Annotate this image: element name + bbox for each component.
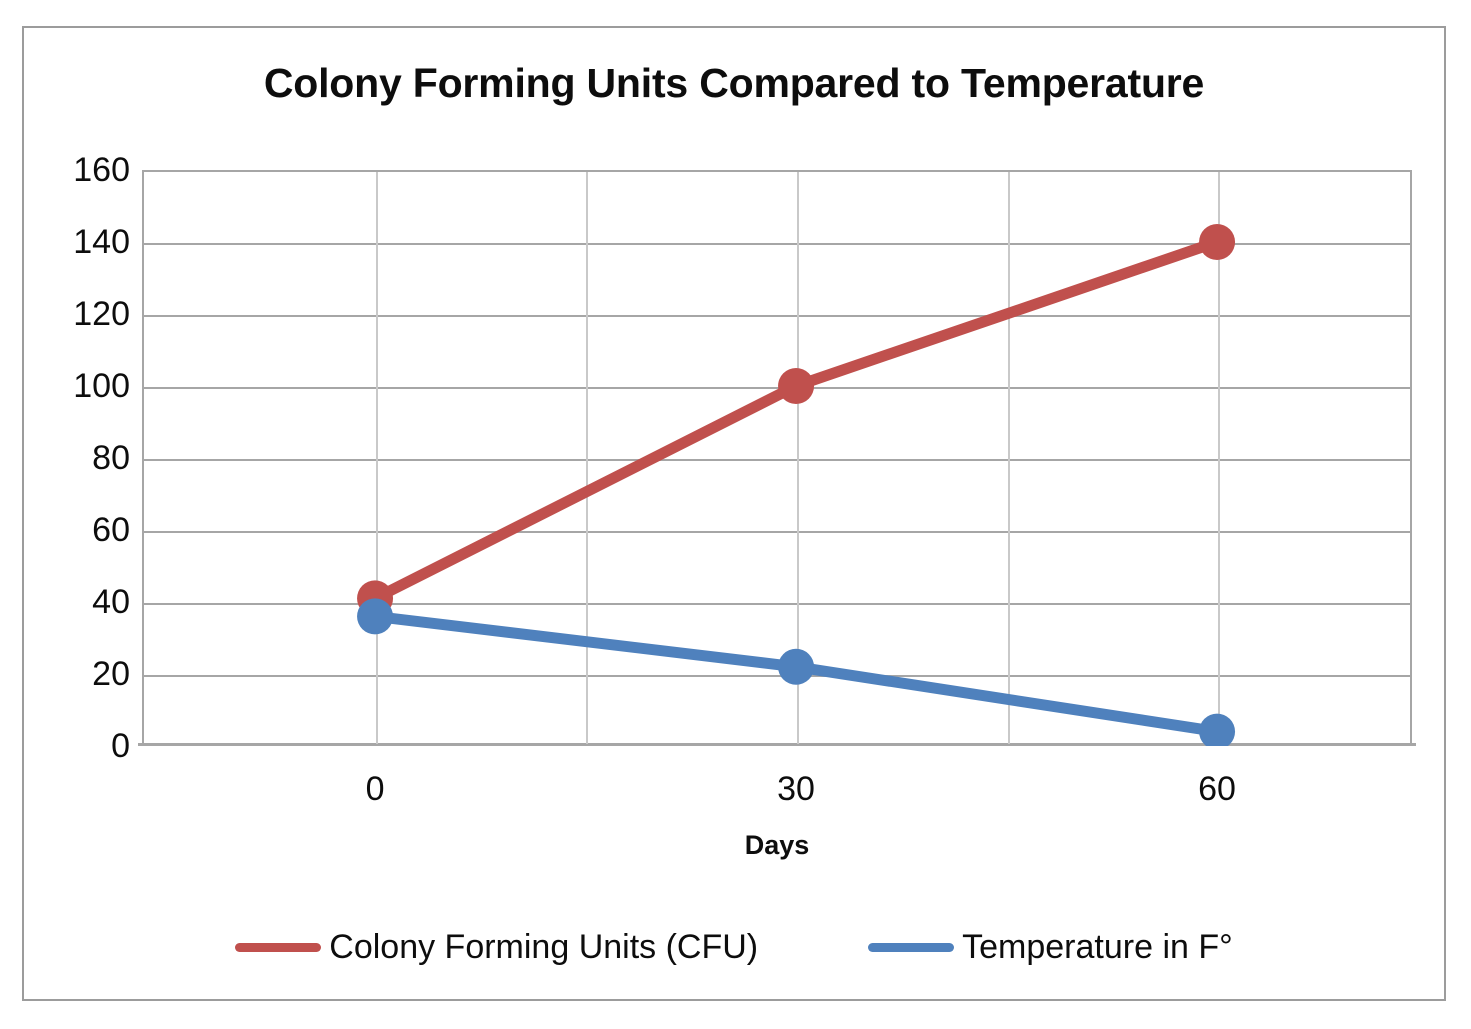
legend-entry[interactable]: Colony Forming Units (CFU) xyxy=(235,930,758,964)
gridline-vertical xyxy=(376,172,379,744)
gridline-vertical xyxy=(1007,172,1010,744)
chart-container[interactable]: Colony Forming Units Compared to Tempera… xyxy=(22,26,1446,1001)
gridline-horizontal xyxy=(144,243,1410,245)
legend-label: Colony Forming Units (CFU) xyxy=(329,928,759,966)
gridline-vertical xyxy=(1218,172,1221,744)
y-axis-tick-label: 160 xyxy=(73,151,130,189)
legend-color-swatch xyxy=(868,942,955,952)
y-axis-tick-label: 40 xyxy=(92,583,130,621)
gridline-horizontal xyxy=(144,675,1410,677)
y-axis-tick-label: 100 xyxy=(73,367,130,405)
x-axis-tick-label: 30 xyxy=(777,770,815,808)
y-axis-tick-label: 60 xyxy=(92,511,130,549)
gridline-horizontal xyxy=(144,387,1410,389)
legend-entry[interactable]: Temperature in F° xyxy=(868,930,1233,964)
chart-legend[interactable]: Colony Forming Units (CFU) Temperature in… xyxy=(24,930,1444,964)
y-axis-tick-label: 120 xyxy=(73,295,130,333)
gridline-horizontal xyxy=(144,531,1410,533)
x-axis-title: Days xyxy=(744,830,810,860)
legend-color-swatch xyxy=(235,942,322,952)
x-axis-tick-label: 0 xyxy=(365,770,385,808)
y-axis-tick-label: 140 xyxy=(73,223,130,261)
gridline-vertical xyxy=(797,172,800,744)
y-axis-tick-label: 20 xyxy=(92,655,130,693)
x-axis-tick-label: 60 xyxy=(1198,770,1236,808)
gridline-vertical xyxy=(586,172,589,744)
gridline-horizontal xyxy=(144,459,1410,461)
plot-area[interactable] xyxy=(138,170,1416,746)
x-axis-tick-labels: 0 30 60 xyxy=(142,772,1412,818)
chart-title: Colony Forming Units Compared to Tempera… xyxy=(263,60,1205,106)
y-axis-tick-labels: 160 140 120 100 80 60 40 20 0 xyxy=(24,153,130,763)
x-axis-line xyxy=(138,743,1416,746)
gridline-horizontal xyxy=(144,315,1410,317)
legend-label: Temperature in F° xyxy=(962,928,1233,966)
y-axis-tick-label: 0 xyxy=(111,727,130,765)
gridline-horizontal xyxy=(144,603,1410,605)
y-axis-tick-label: 80 xyxy=(92,439,130,477)
